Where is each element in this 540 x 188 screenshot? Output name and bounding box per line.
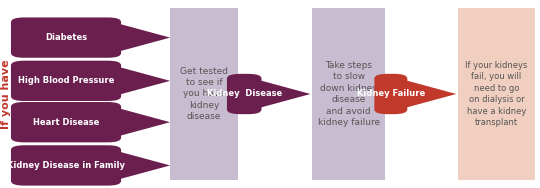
Text: Kidney Disease in Family: Kidney Disease in Family <box>7 161 125 170</box>
FancyBboxPatch shape <box>11 102 121 142</box>
Text: Heart Disease: Heart Disease <box>33 118 99 127</box>
Text: If you have: If you have <box>2 59 11 129</box>
Text: If your kidneys
fail, you will
need to go
on dialysis or
have a kidney
transplan: If your kidneys fail, you will need to g… <box>465 61 528 127</box>
Text: Get tested
to see if
you have
kidney
disease: Get tested to see if you have kidney dis… <box>180 67 228 121</box>
Text: Kidney  Disease: Kidney Disease <box>207 89 282 99</box>
FancyBboxPatch shape <box>227 74 261 114</box>
Polygon shape <box>108 64 170 98</box>
Polygon shape <box>108 105 170 139</box>
Text: Take steps
to slow
down kidney
disease
and avoid
kidney failure: Take steps to slow down kidney disease a… <box>318 61 380 127</box>
Text: High Blood Pressure: High Blood Pressure <box>18 76 114 85</box>
Polygon shape <box>248 77 310 111</box>
Polygon shape <box>394 77 456 111</box>
FancyBboxPatch shape <box>11 145 121 186</box>
Polygon shape <box>108 21 170 55</box>
Bar <box>312 8 385 180</box>
Text: Kidney Failure: Kidney Failure <box>357 89 425 99</box>
Text: Diabetes: Diabetes <box>45 33 87 42</box>
Polygon shape <box>108 149 170 182</box>
Bar <box>170 8 238 180</box>
FancyBboxPatch shape <box>11 17 121 58</box>
FancyBboxPatch shape <box>11 61 121 101</box>
Bar <box>458 8 535 180</box>
FancyBboxPatch shape <box>374 74 407 114</box>
